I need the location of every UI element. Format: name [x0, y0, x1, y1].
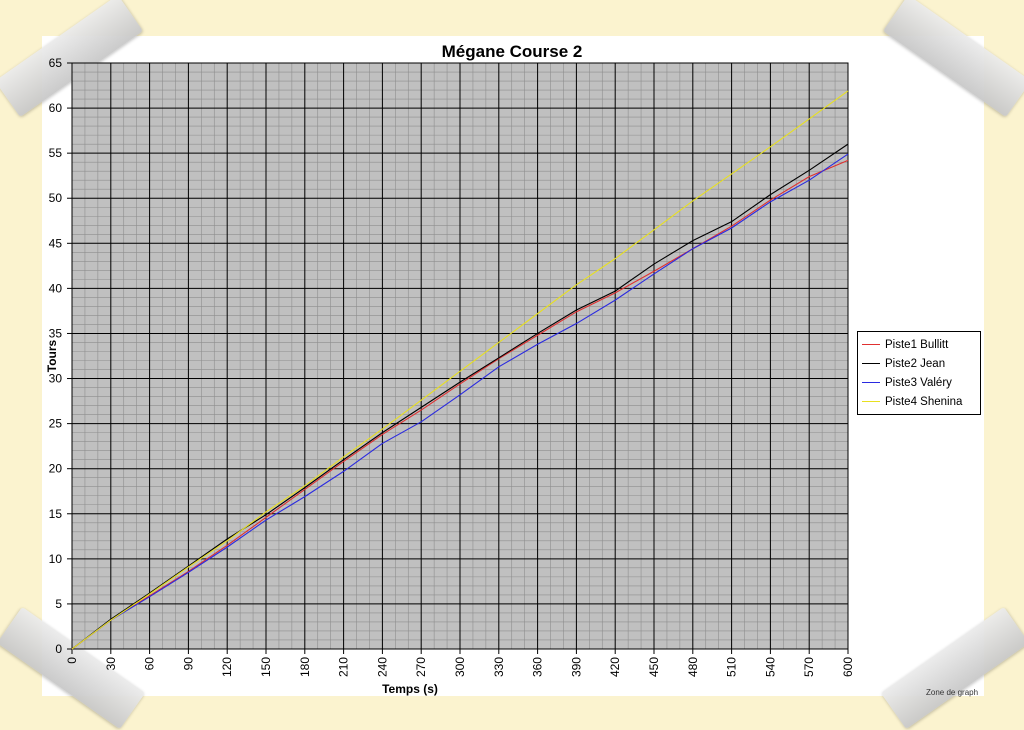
zone-label: Zone de graph: [926, 688, 979, 697]
x-tick-label: 300: [453, 657, 467, 677]
x-tick-label: 600: [841, 657, 855, 677]
x-tick-label: 480: [686, 657, 700, 677]
legend-swatch: [862, 401, 880, 402]
y-tick-label: 35: [49, 326, 63, 340]
x-tick-label: 570: [802, 657, 816, 677]
legend-label: Piste1 Bullitt: [885, 338, 949, 351]
y-tick-label: 25: [49, 417, 63, 431]
x-tick-label: 150: [259, 657, 273, 677]
x-tick-label: 450: [647, 657, 661, 677]
y-tick-label: 55: [49, 146, 63, 160]
x-tick-label: 90: [181, 657, 195, 671]
series-line-4: [71, 90, 849, 650]
y-tick-label: 50: [49, 191, 63, 205]
y-tick-label: 60: [49, 101, 63, 115]
y-tick-label: 0: [55, 642, 62, 656]
legend-item-2: Piste2 Jean: [862, 354, 980, 373]
x-tick-label: 60: [143, 657, 157, 671]
x-tick-label: 390: [569, 657, 583, 677]
y-tick-label: 40: [49, 281, 63, 295]
x-tick-label: 330: [492, 657, 506, 677]
x-tick-label: 360: [531, 657, 545, 677]
legend-item-1: Piste1 Bullitt: [862, 335, 980, 354]
y-axis-label: Tours: [45, 339, 59, 372]
x-tick-label: 30: [104, 657, 118, 671]
x-tick-label: 540: [763, 657, 777, 677]
x-tick-label: 120: [220, 657, 234, 677]
x-tick-label: 180: [298, 657, 312, 677]
series-line-1: [71, 159, 849, 650]
legend-label: Piste3 Valéry: [885, 376, 952, 389]
x-tick-label: 210: [337, 657, 351, 677]
chart-title: Mégane Course 2: [441, 42, 583, 61]
legend-label: Piste4 Shenina: [885, 395, 963, 408]
x-tick-label: 270: [414, 657, 428, 677]
x-axis-label: Temps (s): [382, 682, 438, 696]
x-tick-label: 510: [725, 657, 739, 677]
y-tick-label: 30: [49, 372, 63, 386]
series-line-2: [71, 143, 849, 650]
legend-item-4: Piste4 Shenina: [862, 392, 980, 411]
series-line-3: [71, 153, 849, 650]
x-tick-label: 420: [608, 657, 622, 677]
y-tick-label: 10: [49, 552, 63, 566]
legend-swatch: [862, 363, 880, 364]
y-tick-label: 5: [55, 597, 62, 611]
x-tick-label: 0: [65, 657, 79, 664]
legend-label: Piste2 Jean: [885, 357, 946, 370]
y-tick-label: 15: [49, 507, 63, 521]
legend-swatch: [862, 382, 880, 383]
legend-swatch: [862, 344, 880, 345]
y-tick-label: 65: [49, 56, 63, 70]
legend-item-3: Piste3 Valéry: [862, 373, 980, 392]
x-tick-label: 240: [375, 657, 389, 677]
y-tick-label: 20: [49, 462, 63, 476]
legend: Piste1 Bullitt Piste2 Jean Piste3 Valéry Pi…: [857, 331, 981, 415]
y-tick-label: 45: [49, 236, 63, 250]
